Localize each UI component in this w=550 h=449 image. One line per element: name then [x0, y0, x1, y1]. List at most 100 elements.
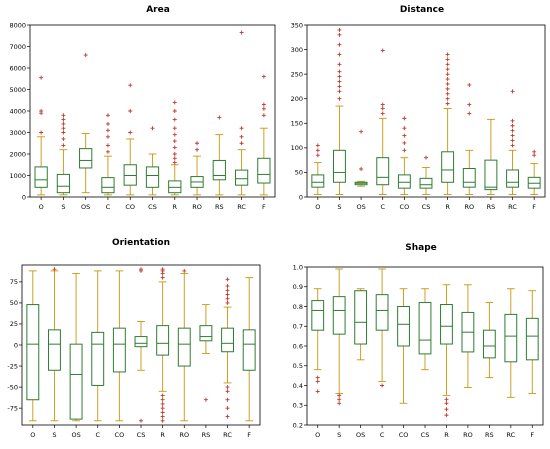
- outlier-point: [337, 74, 342, 79]
- x-tick-label: CO: [125, 203, 135, 211]
- x-tick-label: O: [39, 203, 44, 211]
- x-tick-label: O: [30, 431, 35, 439]
- outlier-point: [380, 111, 385, 116]
- outlier-point: [128, 83, 133, 88]
- outlier-point: [61, 136, 66, 141]
- box-ro: [177, 327, 191, 367]
- outlier-point: [195, 147, 200, 152]
- box-s: [332, 296, 346, 335]
- outlier-point: [315, 153, 320, 158]
- outlier-point: [61, 126, 66, 131]
- x-tick-label: RO: [463, 431, 473, 439]
- x-tick-label: R: [444, 431, 449, 439]
- box-r: [168, 180, 182, 194]
- outlier-point: [445, 86, 450, 91]
- outlier-point: [402, 133, 407, 138]
- box-os: [354, 290, 368, 345]
- box-f: [525, 317, 539, 361]
- x-tick-label: RO: [192, 203, 202, 211]
- outlier-point: [128, 130, 133, 135]
- y-tick-label: 8000: [9, 21, 26, 29]
- box-r: [441, 151, 455, 183]
- x-tick-label: RC: [508, 203, 517, 211]
- outlier-point: [160, 406, 165, 411]
- y-tick-label: 200: [291, 95, 303, 103]
- box-r: [440, 304, 453, 345]
- outlier-point: [315, 143, 320, 148]
- x-tick-label: O: [315, 431, 320, 439]
- x-tick-label: CS: [137, 431, 146, 439]
- y-tick-label: 4000: [9, 107, 26, 115]
- box-s: [333, 149, 346, 183]
- outlier-point: [402, 148, 407, 153]
- outlier-point: [444, 413, 449, 418]
- y-tick-label: 300: [291, 46, 303, 54]
- box-f: [242, 329, 256, 371]
- outlier-point: [510, 89, 515, 94]
- outlier-point: [172, 156, 177, 161]
- outlier-point: [160, 418, 165, 423]
- outlier-point: [337, 397, 342, 402]
- x-tick-label: O: [315, 203, 320, 211]
- outlier-point: [172, 126, 177, 131]
- y-tick-label: 0.7: [293, 323, 303, 331]
- outlier-point: [380, 48, 385, 53]
- outlier-point: [217, 115, 222, 120]
- outlier-point: [445, 91, 450, 96]
- x-tick-label: C: [380, 431, 385, 439]
- outlier-point: [337, 393, 342, 398]
- outlier-point: [261, 102, 266, 107]
- x-tick-label: CS: [422, 203, 431, 211]
- box-rc: [504, 313, 518, 363]
- y-tick-label: 0.3: [293, 402, 303, 410]
- outlier-point: [172, 139, 177, 144]
- x-tick-label: RC: [223, 431, 232, 439]
- y-tick-label: 150: [291, 120, 303, 128]
- outlier-point: [445, 101, 450, 106]
- y-tick-label: 0.4: [293, 382, 303, 390]
- outlier-point: [160, 393, 165, 398]
- x-tick-label: C: [95, 431, 100, 439]
- x-tick-label: F: [247, 431, 251, 439]
- x-tick-label: RS: [202, 431, 211, 439]
- outlier-point: [445, 52, 450, 57]
- box-co: [112, 327, 126, 373]
- outlier-point: [172, 145, 177, 150]
- x-tick-label: RC: [237, 203, 246, 211]
- box-rs: [199, 325, 213, 342]
- box-o: [311, 174, 325, 188]
- outlier-point: [445, 72, 450, 77]
- outlier-point: [182, 268, 187, 273]
- outlier-point: [139, 267, 143, 272]
- box-c: [101, 177, 115, 194]
- outlier-point: [172, 152, 177, 156]
- x-tick-label: OS: [356, 431, 365, 439]
- y-tick-label: -50: [7, 383, 18, 391]
- outlier-point: [61, 130, 66, 135]
- y-tick-label: -25: [7, 362, 18, 370]
- outlier-point: [510, 123, 515, 128]
- box-f: [257, 157, 271, 184]
- outlier-point: [532, 149, 537, 154]
- panel-title-orientation: Orientation: [112, 238, 170, 248]
- outlier-point: [195, 141, 200, 146]
- outlier-point: [261, 113, 266, 118]
- box-cs: [419, 177, 433, 189]
- box-os: [79, 148, 93, 169]
- outlier-point: [467, 102, 472, 107]
- panel-title-distance: Distance: [400, 5, 444, 15]
- outlier-point: [445, 67, 450, 72]
- outlier-point: [225, 385, 230, 390]
- outlier-point: [39, 130, 44, 135]
- y-tick-label: 50: [295, 169, 303, 177]
- outlier-point: [225, 296, 230, 301]
- x-tick-label: RS: [487, 203, 496, 211]
- outlier-point: [532, 153, 537, 158]
- y-tick-label: 75: [10, 278, 18, 286]
- y-tick-label: 0.8: [293, 303, 303, 311]
- box-r: [156, 325, 170, 356]
- y-tick-label: 5000: [9, 86, 26, 94]
- box-os: [69, 343, 83, 420]
- outlier-point: [172, 100, 177, 105]
